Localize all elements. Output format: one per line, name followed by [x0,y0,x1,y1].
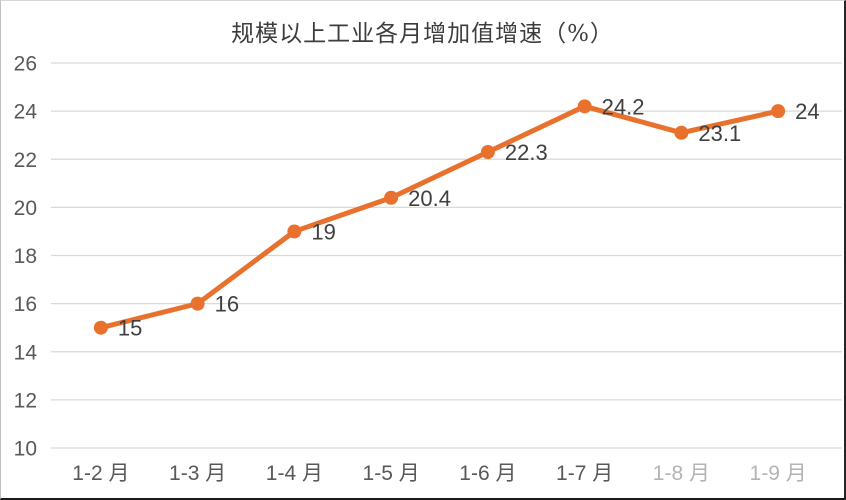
data-point-label: 20.4 [408,186,451,211]
x-axis-tick-label: 1-2 月 [72,462,129,485]
data-point-label: 24.2 [602,94,645,119]
data-point-marker [771,104,786,119]
x-axis-tick-label: 1-3 月 [169,462,226,485]
y-axis-tick-label: 20 [14,197,37,220]
data-point-marker [190,296,205,311]
data-point-label: 22.3 [505,140,548,165]
chart-title: 规模以上工业各月增加值增速（%） [231,21,614,47]
y-axis-tick-label: 26 [14,53,37,76]
data-point-marker [384,190,399,205]
y-axis-tick-label: 14 [14,341,38,364]
x-axis-tick-label: 1-7 月 [556,462,613,485]
y-axis-tick-label: 24 [14,101,38,124]
x-axis-tick-label: 1-9 月 [750,462,807,485]
data-point-label: 16 [215,292,239,317]
data-point-marker [577,99,592,114]
x-axis-tick-label: 1-6 月 [459,462,516,485]
series-line [98,103,781,331]
data-point-label: 23.1 [698,121,741,146]
x-axis-tick-label: 1-5 月 [363,462,420,485]
y-axis-tick-label: 18 [14,245,37,268]
y-axis-tick-label: 10 [14,438,37,461]
y-axis-tick-label: 12 [14,389,37,412]
data-point-marker [480,145,495,160]
data-point-marker [93,320,108,335]
data-point-marker [287,224,302,239]
x-axis-tick-label: 1-8 月 [653,462,710,485]
data-point-label: 15 [118,316,142,341]
data-point-marker [674,125,689,140]
y-axis-tick-label: 22 [14,149,37,172]
y-axis-tick-label: 16 [14,293,37,316]
data-point-label: 24 [795,99,819,124]
data-point-label: 19 [311,219,335,244]
x-axis-tick-label: 1-4 月 [266,462,323,485]
